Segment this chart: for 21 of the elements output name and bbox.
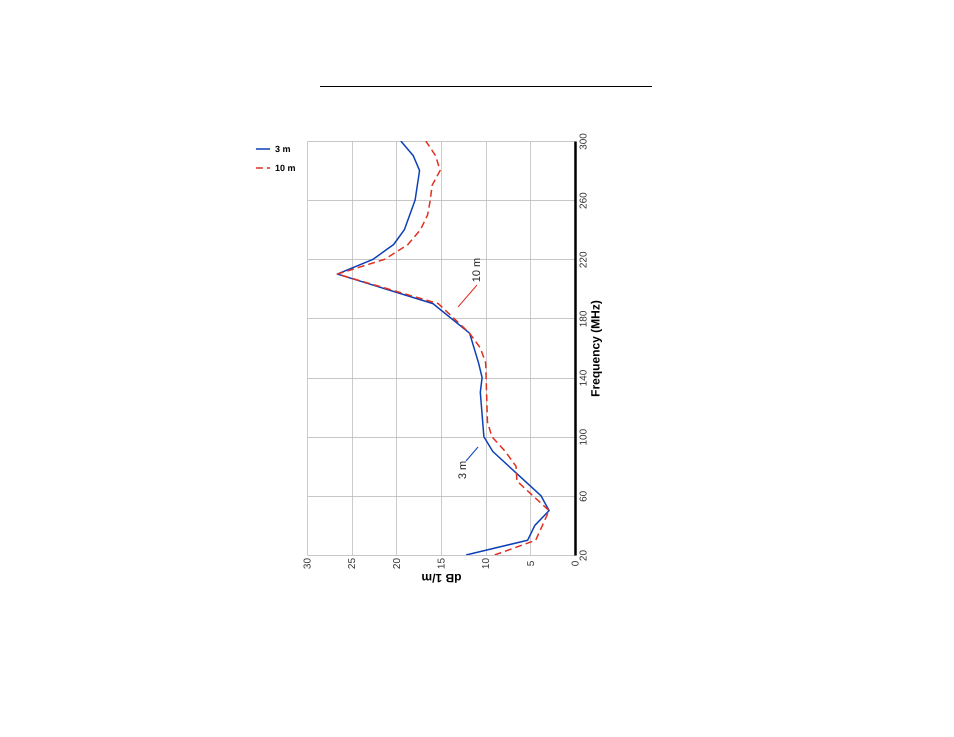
y-tick-label: 180 xyxy=(578,310,590,328)
y-tick-label: 60 xyxy=(578,490,590,502)
x-tick-label: 25 xyxy=(347,558,358,570)
y-tick-label: 140 xyxy=(578,369,590,386)
y-axis-title: Frequency (MHz) xyxy=(588,300,602,397)
x-tick-label: 15 xyxy=(436,558,448,570)
x-tick-label: 0 xyxy=(570,560,582,566)
y-tick-label: 300 xyxy=(578,132,590,150)
x-tick-label: 20 xyxy=(392,558,403,570)
line-series xyxy=(336,141,550,555)
y-tick-label: 220 xyxy=(578,251,590,268)
y-tick-label: 260 xyxy=(578,192,590,209)
x-axis-title: dB 1/m xyxy=(421,571,462,586)
y-tick-label: 100 xyxy=(578,428,590,446)
x-tick-label: 5 xyxy=(526,560,537,566)
legend-label: 3 m xyxy=(275,144,291,154)
x-tick-label: 30 xyxy=(302,558,314,570)
annotation: 10 m xyxy=(471,258,483,282)
legend-label: 10 m xyxy=(275,163,296,173)
annotation: 3 m xyxy=(457,460,469,480)
x-tick-label: 10 xyxy=(481,558,492,570)
